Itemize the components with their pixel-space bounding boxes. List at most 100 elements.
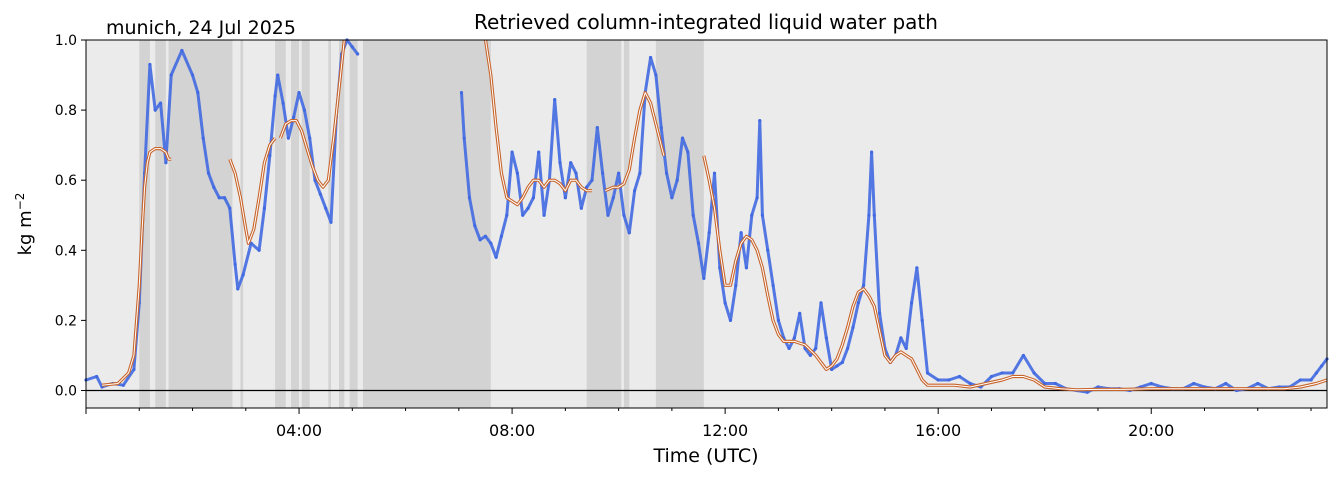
flag-band	[362, 40, 491, 408]
raw-data-point	[196, 90, 200, 95]
flag-band	[168, 40, 233, 408]
raw-data-point	[1053, 381, 1057, 386]
chart-title: Retrieved column-integrated liquid water…	[474, 10, 938, 34]
raw-data-point	[228, 206, 232, 210]
smoothed-series-core	[485, 39, 592, 206]
flag-band	[275, 40, 286, 408]
raw-data-point	[494, 255, 498, 259]
raw-data-point	[579, 206, 583, 210]
raw-data-point	[241, 273, 245, 277]
raw-data-point	[190, 73, 195, 77]
raw-data-point	[856, 301, 860, 305]
raw-data-point	[1314, 371, 1318, 375]
smoothed-series-core	[101, 148, 172, 386]
raw-data-point	[222, 196, 227, 200]
raw-data-point	[659, 126, 663, 130]
raw-data-point	[819, 301, 823, 305]
y-tick-label: 0.0	[55, 383, 77, 399]
raw-data-point	[276, 73, 280, 77]
x-axis-label: Time (UTC)	[652, 445, 758, 467]
raw-data-point	[830, 367, 834, 372]
raw-data-point	[870, 150, 874, 154]
raw-data-point	[206, 171, 211, 175]
raw-data-point	[862, 283, 866, 287]
raw-data-point	[217, 196, 221, 200]
raw-data-point	[702, 276, 706, 280]
x-axis-ticks: 04:00 08:00 12:00 16:00 20:00	[85, 408, 1312, 440]
y-tick-label: 1.0	[55, 33, 77, 49]
raw-data-point	[920, 318, 924, 322]
raw-data-point	[1298, 378, 1302, 382]
x-tick-label: 12:00	[702, 421, 748, 440]
raw-data-point	[1085, 390, 1089, 394]
raw-data-point	[1309, 378, 1313, 382]
y-axis-ticks: 0.0 0.2 0.4 0.6 0.8 1.0	[55, 33, 86, 399]
flag-band	[240, 40, 244, 408]
raw-data-point	[510, 150, 514, 154]
raw-data-point	[760, 213, 765, 217]
raw-data-point	[1011, 371, 1015, 375]
raw-data-point	[499, 234, 504, 238]
raw-data-point	[792, 336, 796, 340]
raw-data-point	[324, 206, 328, 210]
raw-data-point	[617, 171, 621, 175]
raw-data-point	[356, 52, 360, 56]
raw-data-point	[723, 301, 727, 305]
y-axis-label: kg m−2	[13, 193, 36, 256]
raw-data-point	[459, 90, 464, 95]
raw-data-point	[531, 196, 535, 200]
y-axis-label-main: kg m	[15, 210, 36, 255]
raw-data-point	[595, 126, 599, 130]
flag-band	[655, 40, 704, 408]
raw-data-point	[824, 336, 828, 340]
raw-data-point	[537, 150, 541, 154]
raw-data-point	[936, 378, 940, 382]
flag-band	[301, 40, 310, 408]
flag-band	[155, 40, 166, 408]
raw-data-point	[169, 73, 173, 77]
raw-data-point	[526, 206, 530, 210]
raw-data-point	[771, 283, 775, 287]
raw-data-point	[585, 185, 589, 189]
raw-data-point	[718, 266, 722, 270]
raw-data-point	[1256, 381, 1260, 386]
raw-data-point	[691, 213, 695, 217]
raw-data-point	[1192, 381, 1196, 386]
x-tick-label: 04:00	[276, 421, 322, 440]
raw-data-point	[696, 241, 701, 245]
y-tick-label: 0.4	[55, 243, 77, 259]
raw-data-point	[712, 171, 717, 175]
y-axis-label-exponent: −2	[13, 193, 27, 211]
raw-data-point	[648, 55, 653, 60]
raw-data-point	[686, 150, 690, 154]
raw-data-point	[521, 213, 525, 217]
raw-data-point	[867, 213, 871, 217]
raw-data-point	[201, 136, 205, 140]
smoothed-series-core	[279, 39, 345, 188]
raw-data-point	[840, 360, 844, 365]
raw-data-point	[308, 136, 312, 140]
raw-data-point	[292, 115, 296, 119]
raw-data-point	[744, 266, 749, 270]
raw-data-point	[758, 119, 762, 123]
raw-data-point	[467, 196, 472, 200]
raw-data-point	[515, 171, 520, 175]
flag-band	[349, 40, 358, 408]
raw-data-point	[236, 287, 240, 291]
raw-data-point	[563, 196, 567, 200]
raw-data-point	[329, 220, 333, 224]
raw-data-point	[750, 213, 754, 217]
raw-data-point	[680, 136, 685, 140]
raw-data-point	[755, 196, 759, 200]
raw-data-point	[670, 196, 674, 200]
plot-frame	[85, 39, 1328, 409]
raw-data-point	[766, 248, 770, 252]
y-tick-label: 0.8	[55, 103, 77, 119]
raw-data-point	[478, 238, 482, 242]
raw-data-point	[257, 248, 261, 252]
raw-data-point	[569, 161, 573, 165]
smoothed-series-core	[703, 155, 1328, 391]
raw-data-point	[601, 171, 605, 175]
raw-data-point	[318, 192, 322, 196]
raw-data-point	[851, 325, 855, 329]
